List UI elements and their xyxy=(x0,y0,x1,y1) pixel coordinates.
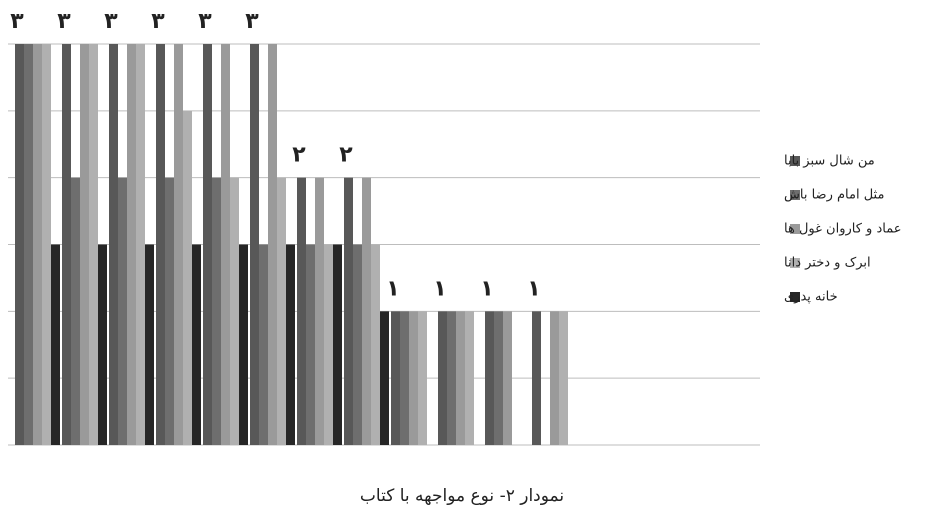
bar xyxy=(465,311,474,445)
bar xyxy=(165,177,174,445)
bar xyxy=(409,311,418,445)
annotation: ٢ xyxy=(292,143,306,168)
bar xyxy=(192,244,201,445)
bar xyxy=(62,44,71,445)
bar xyxy=(494,311,503,445)
bar xyxy=(98,244,107,445)
bar xyxy=(230,177,239,445)
bar xyxy=(503,311,512,445)
bar xyxy=(109,44,118,445)
bar xyxy=(212,177,221,445)
legend-swatch xyxy=(790,258,800,268)
bar xyxy=(315,177,324,445)
legend-label: خانه پدری xyxy=(784,290,838,305)
legend-swatch xyxy=(790,292,800,302)
bar xyxy=(51,244,60,445)
legend-swatch xyxy=(790,224,800,234)
bar xyxy=(418,311,427,445)
annotation: ٣ xyxy=(151,9,165,34)
legend-label: ابرک و دختر دانا xyxy=(784,256,871,271)
legend-label: مثل امام رضا باش xyxy=(784,188,884,203)
bar xyxy=(380,311,389,445)
bar xyxy=(136,44,145,445)
annotation: ١ xyxy=(433,276,446,301)
bar xyxy=(277,177,286,445)
bar xyxy=(42,44,51,445)
annotation: ١ xyxy=(386,276,399,301)
legend-label: عماد و کاروان غول ها xyxy=(784,222,901,237)
bar xyxy=(286,244,295,445)
bar xyxy=(297,177,306,445)
annotation: ٣ xyxy=(104,9,118,34)
bar xyxy=(362,177,371,445)
bar xyxy=(456,311,465,445)
bar xyxy=(259,244,268,445)
bar xyxy=(24,44,33,445)
bar xyxy=(485,311,494,445)
annotation: ١ xyxy=(480,276,493,301)
annotation: ٣ xyxy=(245,9,259,34)
bar xyxy=(80,44,89,445)
bar xyxy=(118,177,127,445)
bar xyxy=(250,44,259,445)
bar xyxy=(183,110,192,445)
bar xyxy=(268,44,277,445)
annotation: ٣ xyxy=(10,9,24,34)
bar xyxy=(333,244,342,445)
bar xyxy=(145,244,154,445)
bar xyxy=(306,244,315,445)
bar xyxy=(447,311,456,445)
bar xyxy=(559,311,568,445)
bar xyxy=(221,44,230,445)
legend-label: من شال سبز بابا xyxy=(784,154,875,169)
bar xyxy=(33,44,42,445)
bar xyxy=(239,244,248,445)
bar xyxy=(371,244,380,445)
bar xyxy=(391,311,400,445)
bar xyxy=(400,311,409,445)
legend-swatch xyxy=(790,156,800,166)
annotation: ٢ xyxy=(339,143,353,168)
bar xyxy=(344,177,353,445)
chart-title: نمودار ۲- نوع مواجهه با کتاب xyxy=(360,486,564,506)
bar xyxy=(174,44,183,445)
bar xyxy=(127,44,136,445)
bar xyxy=(532,311,541,445)
bar xyxy=(203,44,212,445)
bar xyxy=(353,244,362,445)
annotation: ٣ xyxy=(57,9,71,34)
bar xyxy=(89,44,98,445)
bar xyxy=(438,311,447,445)
bar xyxy=(71,177,80,445)
bar xyxy=(15,44,24,445)
legend-swatch xyxy=(790,190,800,200)
annotation: ٣ xyxy=(198,9,212,34)
bar xyxy=(324,244,333,445)
bar xyxy=(156,44,165,445)
annotation: ١ xyxy=(527,276,540,301)
bar xyxy=(550,311,559,445)
